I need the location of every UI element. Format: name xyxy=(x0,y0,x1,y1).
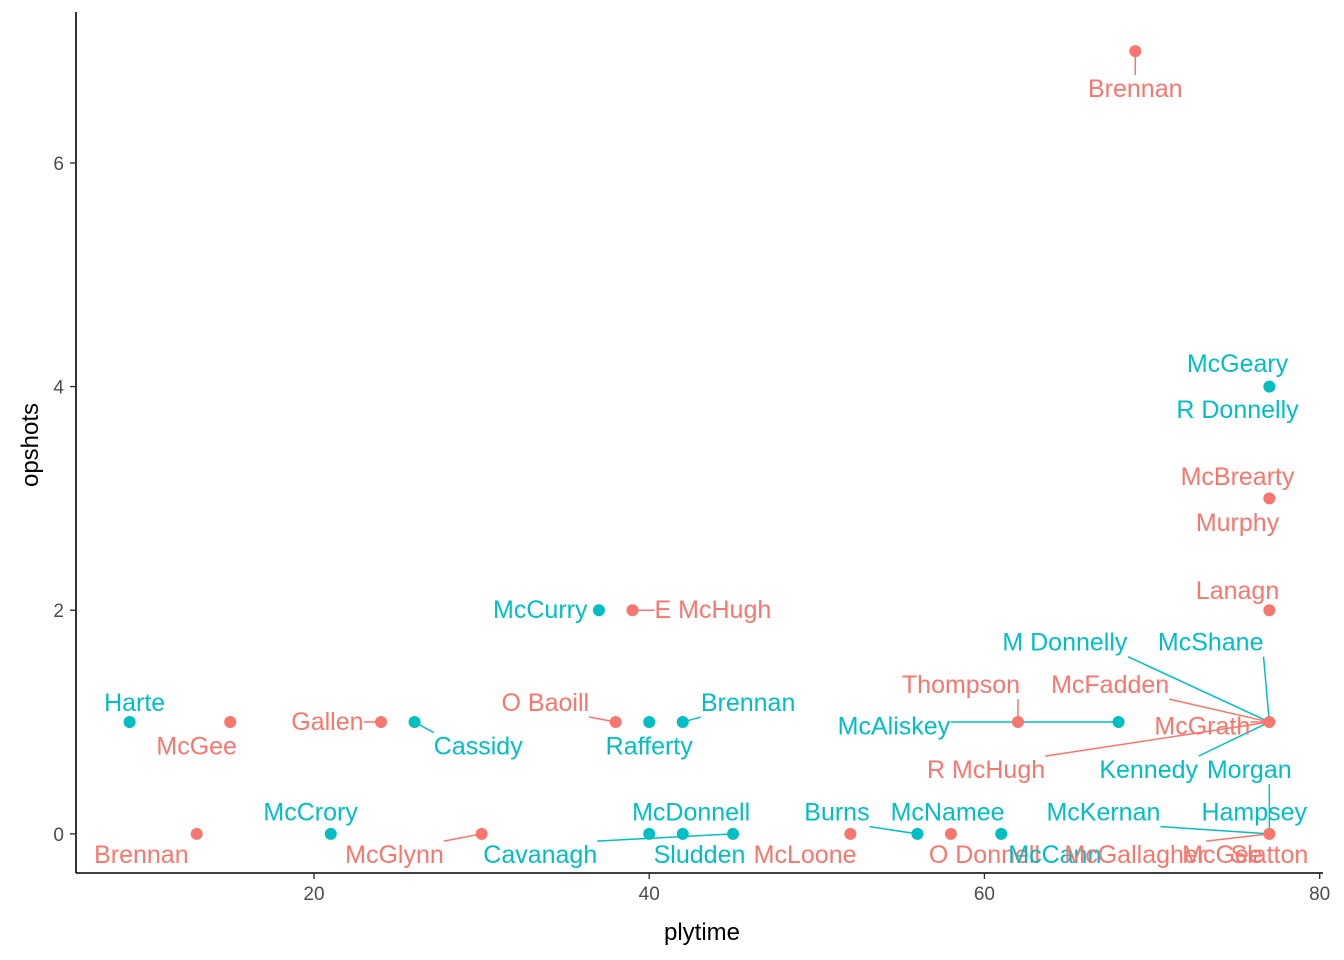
data-point xyxy=(1263,380,1276,393)
x-tick-label: 20 xyxy=(303,884,324,905)
label-leader-line xyxy=(597,833,734,842)
point-label: Murphy xyxy=(1196,509,1280,537)
point-label: McGallagher xyxy=(1064,841,1206,869)
label-leader-line xyxy=(1198,721,1270,757)
point-label: McShane xyxy=(1158,629,1264,657)
data-point xyxy=(123,716,136,729)
y-axis-title: opshots xyxy=(17,403,44,487)
data-point xyxy=(911,827,924,840)
point-label: McAliskey xyxy=(838,713,951,741)
point-label: Rafferty xyxy=(606,733,694,761)
point-label: Lanagn xyxy=(1196,577,1279,605)
y-tick-label: 6 xyxy=(53,154,64,175)
point-label: Morgan xyxy=(1207,756,1292,784)
data-point xyxy=(676,827,689,840)
data-point xyxy=(324,827,337,840)
point-label: McCrory xyxy=(263,799,358,827)
label-leader-lines xyxy=(363,51,1271,842)
x-axis-ticks: 20 40 60 80 xyxy=(303,873,1330,905)
point-label: McCurry xyxy=(493,596,588,624)
point-label: O Baoill xyxy=(502,689,590,717)
point-label: McBrearty xyxy=(1181,463,1295,491)
data-point xyxy=(676,716,689,729)
point-label: McNamee xyxy=(891,799,1005,827)
data-point xyxy=(1263,716,1276,729)
label-leader-line xyxy=(443,833,482,842)
point-label: McGeary xyxy=(1187,350,1289,378)
label-leader-line xyxy=(869,825,918,835)
point-label: Hampsey xyxy=(1201,799,1307,827)
point-label: McCann xyxy=(1008,841,1101,869)
x-tick-label: 60 xyxy=(974,884,995,905)
point-label: M Donnelly xyxy=(1002,629,1128,657)
point-label: Gallen xyxy=(291,708,363,736)
point-label: McGee xyxy=(1182,841,1263,869)
y-tick-label: 4 xyxy=(53,378,64,399)
point-label: Thompson xyxy=(902,671,1020,699)
point-label: McGee xyxy=(156,733,237,761)
data-point xyxy=(626,604,639,617)
y-tick-label: 2 xyxy=(53,601,64,622)
point-label: Brennan xyxy=(701,689,796,717)
label-leader-line xyxy=(1160,825,1270,835)
data-point xyxy=(1129,45,1142,58)
data-point xyxy=(609,716,622,729)
point-label: McDonnell xyxy=(632,799,750,827)
data-point xyxy=(1263,827,1276,840)
x-tick-label: 40 xyxy=(639,884,660,905)
y-axis-ticks: 0 2 4 6 xyxy=(53,154,76,846)
data-point xyxy=(1263,492,1276,505)
data-point xyxy=(190,827,203,840)
point-label: McGlynn xyxy=(345,841,444,869)
point-label: Burns xyxy=(804,799,869,827)
x-tick-label: 80 xyxy=(1309,884,1330,905)
point-label: McGrath xyxy=(1154,713,1250,741)
data-point xyxy=(995,827,1008,840)
point-label: Cavanagh xyxy=(483,841,597,869)
data-point xyxy=(1112,716,1125,729)
label-leader-line xyxy=(1045,721,1270,757)
label-leader-line xyxy=(1127,655,1270,723)
point-label: O Donnell xyxy=(929,841,1040,869)
data-point xyxy=(1263,604,1276,617)
data-point xyxy=(475,827,488,840)
point-label: E McHugh xyxy=(655,596,772,624)
point-labels: Brennan McGeary R Donnelly McBrearty Murphy L… xyxy=(94,75,1308,869)
point-label: Brennan xyxy=(94,841,189,869)
data-point xyxy=(375,716,388,729)
data-point xyxy=(408,716,421,729)
point-label: Brennan xyxy=(1088,75,1183,103)
data-point xyxy=(727,827,740,840)
point-label: Kennedy xyxy=(1099,756,1198,784)
label-leader-line xyxy=(1169,698,1270,723)
point-label: Harte xyxy=(104,689,165,717)
x-axis-title: plytime xyxy=(664,919,740,946)
point-label: Sludden xyxy=(654,841,746,869)
point-label: Slatton xyxy=(1230,841,1308,869)
point-label: R McHugh xyxy=(927,756,1045,784)
data-point xyxy=(224,716,237,729)
point-label: McFadden xyxy=(1051,671,1169,699)
y-tick-label: 0 xyxy=(53,825,64,846)
data-point xyxy=(592,604,605,617)
data-point xyxy=(643,827,656,840)
point-label: R Donnelly xyxy=(1176,396,1299,424)
label-leader-line xyxy=(1206,833,1270,842)
data-point xyxy=(844,827,857,840)
data-point xyxy=(643,716,656,729)
point-label: McLoone xyxy=(754,841,857,869)
data-points xyxy=(123,45,1276,840)
data-point xyxy=(944,827,957,840)
data-point xyxy=(1011,716,1024,729)
point-label: Cassidy xyxy=(434,733,523,761)
point-label: McKernan xyxy=(1046,799,1160,827)
label-leader-line xyxy=(1262,656,1271,723)
